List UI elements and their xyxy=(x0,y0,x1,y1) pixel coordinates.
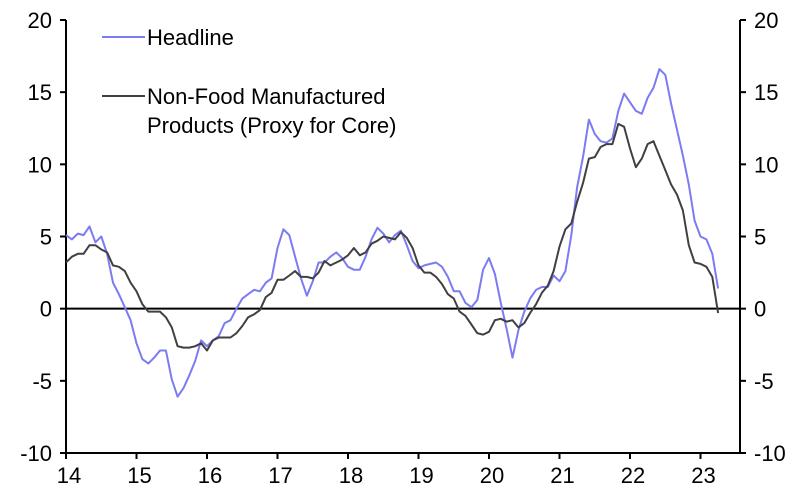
x-tick-label: 18 xyxy=(339,463,363,488)
x-tick-label: 14 xyxy=(57,463,81,488)
y-tick-label-right: 15 xyxy=(754,80,778,105)
x-tick-label: 19 xyxy=(409,463,433,488)
y-tick-label-right: 0 xyxy=(754,297,766,322)
x-tick-label: 20 xyxy=(480,463,504,488)
legend: Headline Non-Food Manufactured Products … xyxy=(102,25,396,138)
y-tick-label-left: 15 xyxy=(28,80,52,105)
y-tick-label-left: -10 xyxy=(20,441,52,466)
y-tick-label-left: 10 xyxy=(28,152,52,177)
series-group xyxy=(65,68,720,398)
y-tick-label-right: 5 xyxy=(754,225,766,250)
x-tick-label: 17 xyxy=(268,463,292,488)
legend-label-headline: Headline xyxy=(147,25,234,50)
legend-label-core-line1: Non-Food Manufactured xyxy=(147,84,385,109)
legend-label-core-line2: Products (Proxy for Core) xyxy=(147,113,396,138)
y-tick-label-right: 20 xyxy=(754,8,778,33)
x-tick-label: 21 xyxy=(550,463,574,488)
x-tick-label: 22 xyxy=(621,463,645,488)
series-line-core xyxy=(65,122,720,352)
x-tick-label: 15 xyxy=(127,463,151,488)
x-tick-label: 16 xyxy=(198,463,222,488)
y-tick-label-left: -5 xyxy=(32,369,52,394)
x-tick-label: 23 xyxy=(691,463,715,488)
y-tick-label-left: 0 xyxy=(40,297,52,322)
y-tick-label-left: 5 xyxy=(40,225,52,250)
y-tick-label-right: 10 xyxy=(754,152,778,177)
y-tick-label-right: -10 xyxy=(754,441,786,466)
y-tick-label-right: -5 xyxy=(754,369,774,394)
y-tick-label-left: 20 xyxy=(28,8,52,33)
